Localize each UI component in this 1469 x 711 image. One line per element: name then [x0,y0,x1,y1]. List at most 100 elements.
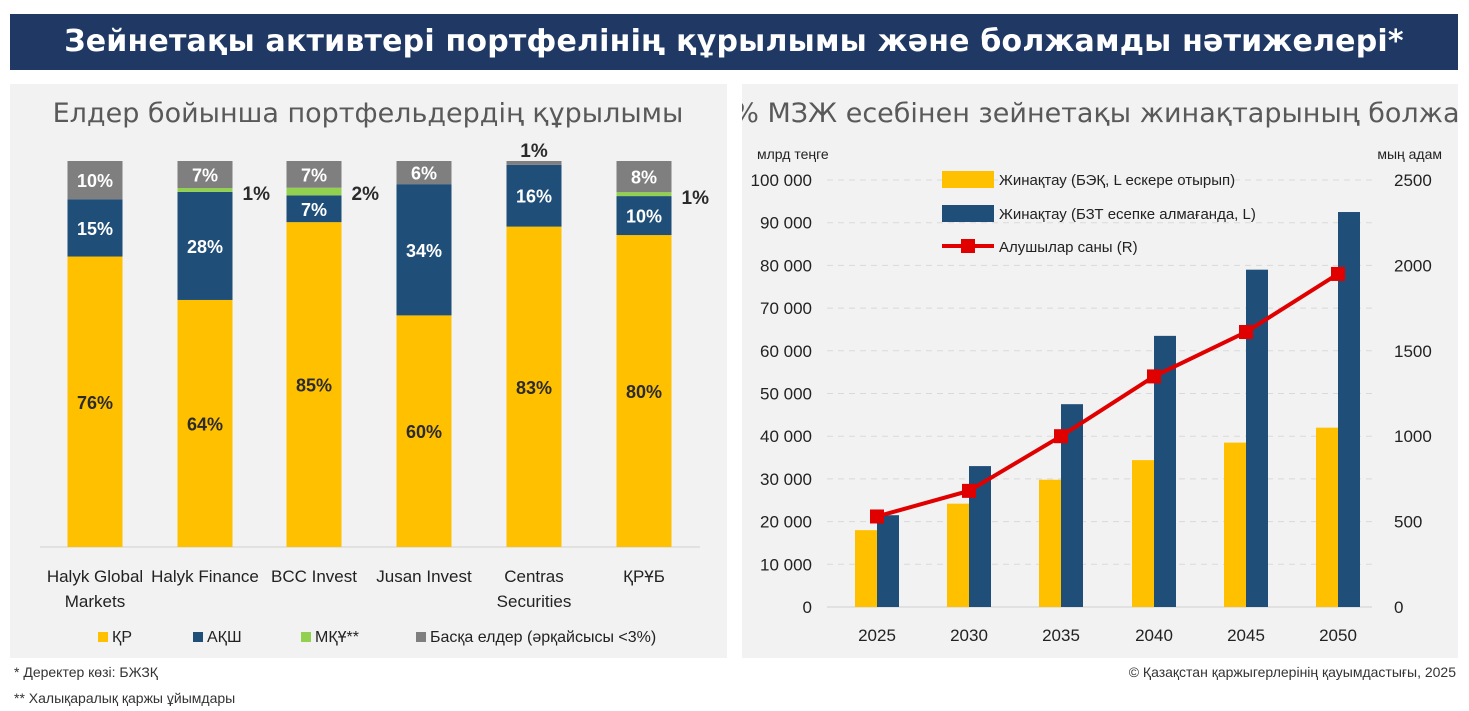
y-tick-label-left: 50 000 [760,385,812,404]
pension-forecast-panel: 10% МЗЖ есебінен зейнетақы жинақтарының … [742,84,1458,658]
bar-segment [177,188,233,192]
legend-swatch [942,205,994,222]
bar-segment [396,315,452,547]
bar-segment [177,191,233,300]
y-tick-label-right: 1500 [1394,342,1432,361]
title-banner: Зейнетақы активтері портфелінің құрылымы… [10,14,1458,70]
line-marker [1054,429,1068,444]
legend-label: АҚШ [207,629,242,646]
data-label: 8% [631,168,657,188]
legend-marker [961,239,975,253]
bar-segment [616,196,672,236]
source-footnote: * Деректер көзі: БЖЗҚ [14,664,158,680]
y-tick-label-right: 1000 [1394,427,1432,446]
legend-swatch [301,632,311,642]
tick-label: Jusan Invest [376,567,472,586]
y-tick-label-right: 2000 [1394,256,1432,275]
data-label: 1% [243,184,271,205]
bar-segment [286,222,342,548]
bar-savings-with-inv [1224,442,1246,607]
y-tick-label-left: 30 000 [760,470,812,489]
pension-forecast-chart: 10% МЗЖ есебінен зейнетақы жинақтарының … [742,98,1458,645]
data-label: 60% [406,422,442,442]
bar-segment [67,256,123,547]
data-label: 28% [187,237,223,257]
data-label: 64% [187,414,223,434]
y-axis-label-left: млрд теңге [757,146,829,162]
legend-swatch [416,632,426,642]
line-marker [1239,325,1253,340]
data-label: 2% [352,184,380,205]
tick-label: Halyk Finance [151,567,259,586]
x-tick-label: 2035 [1042,626,1080,645]
y-axis-label-right: мың адам [1377,146,1442,162]
x-tick-label: 2050 [1319,626,1357,645]
data-label: 15% [77,219,113,239]
y-tick-label-right: 0 [1394,598,1403,617]
bar-segment [67,199,123,257]
legend-label: МҚҰ** [315,629,359,646]
legend-label: Жинақтау (БЭҚ, L ескере отырып) [999,172,1235,189]
x-tick-label: 2040 [1135,626,1173,645]
data-label: 10% [77,171,113,191]
y-tick-label-left: 0 [803,598,812,617]
data-label: 83% [516,378,552,398]
y-tick-label-left: 40 000 [760,427,812,446]
y-tick-label-left: 70 000 [760,299,812,318]
bar-segment [616,235,672,547]
bar-segment [286,187,342,196]
y-tick-label-left: 20 000 [760,513,812,532]
portfolio-structure-panel: Елдер бойынша портфельдердің құрылымы 76%… [10,84,727,658]
bar-savings-no-inv [877,515,899,607]
line-recipients [876,272,1340,519]
bar-segment [177,161,233,189]
data-label: 76% [77,393,113,413]
portfolio-structure-chart: Елдер бойынша портфельдердің құрылымы 76%… [40,98,709,646]
bar-savings-no-inv [1061,404,1083,607]
bar-segment [616,161,672,193]
tick-label: BCC Invest [271,567,357,586]
x-tick-label: 2025 [858,626,896,645]
bar-savings-with-inv [1132,460,1154,607]
bar-segment [177,299,233,547]
bar-segment [396,161,452,185]
legend-label: ҚР [112,629,132,646]
line-marker [962,483,976,498]
data-label: 16% [516,187,552,207]
bar-savings-with-inv [1316,427,1338,607]
legend-label: Басқа елдер (әрқайсысы <3%) [430,629,656,646]
tick-label: Markets [65,592,125,611]
tick-label: Securities [497,592,572,611]
line-marker [1147,369,1161,384]
legend-swatch [193,632,203,642]
bar-savings-no-inv [1154,335,1176,607]
data-label: 7% [301,165,327,185]
y-tick-label-left: 80 000 [760,256,812,275]
bar-savings-with-inv [1039,479,1061,607]
y-tick-label-left: 90 000 [760,214,812,233]
bar-segment [506,164,562,227]
x-tick-label: 2030 [950,626,988,645]
y-tick-label-left: 10 000 [760,555,812,574]
bar-segment [286,161,342,188]
bar-segment [616,192,672,197]
legend-swatch [942,171,994,188]
legend-swatch [98,632,108,642]
tick-label: ҚРҰБ [623,567,665,586]
y-tick-label-right: 500 [1394,513,1422,532]
tick-label: Halyk Global [47,567,143,586]
data-label: 7% [192,166,218,186]
data-label: 6% [411,164,437,184]
bar-segment [286,195,342,223]
data-label: 85% [296,376,332,396]
y-tick-label-left: 60 000 [760,342,812,361]
data-label: 1% [520,141,548,162]
line-marker [1331,266,1345,281]
legend-label: Алушылар саны (R) [999,239,1138,256]
tick-label: Centras [504,567,564,586]
bar-segment [67,161,123,200]
bar-segment [506,226,562,547]
data-label: 34% [406,241,442,261]
intl-orgs-footnote: ** Халықаралық қаржы ұйымдары [14,690,236,706]
bar-savings-no-inv [1338,212,1360,607]
